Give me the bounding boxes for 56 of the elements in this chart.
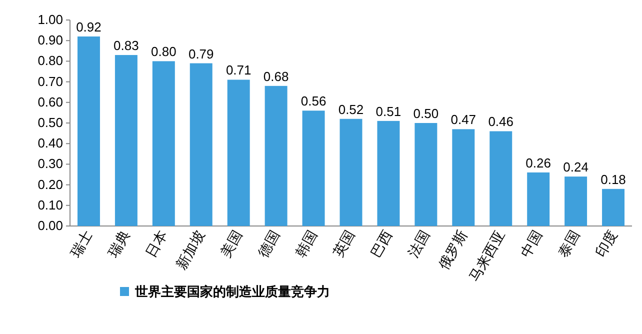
x-tick-label: 韩国 [292,228,320,260]
y-tick-label: 0.40 [38,136,63,151]
x-tick-label: 瑞典 [104,228,133,260]
data-label: 0.26 [526,155,551,170]
bar [227,80,250,226]
bar [564,176,588,226]
bar [377,120,400,226]
data-label: 0.71 [226,62,252,78]
bar [527,172,550,226]
data-label: 0.46 [488,114,514,130]
data-label: 0.79 [188,46,214,62]
bar [114,55,138,226]
bar [264,86,288,226]
y-tick-label: 0.60 [38,94,63,110]
bar [490,131,512,226]
data-label: 0.68 [263,68,289,84]
y-tick-label: 0.30 [38,156,63,172]
x-tick-label: 巴西 [367,228,396,260]
x-tick-label: 瑞士 [67,228,96,260]
x-tick-label: 泰国 [554,228,582,260]
data-label: 0.80 [151,44,176,60]
bar [152,61,175,226]
bar [414,123,438,226]
x-tick-label: 法国 [404,228,433,260]
legend-label: 世界主要国家的制造业质量竞争力 [134,284,330,299]
x-tick-label: 中国 [517,228,545,260]
bar [340,118,362,226]
x-tick-label: 英国 [330,228,358,260]
y-tick-label: 1.00 [38,12,63,27]
data-label: 0.47 [450,112,476,128]
data-label: 0.92 [76,19,102,34]
data-label: 0.56 [300,94,326,109]
bar [302,110,325,226]
x-tick-label: 新加坡 [172,228,208,272]
y-tick-label: 0.90 [38,32,63,48]
bar [190,63,212,226]
y-tick-label: 0.80 [38,53,63,68]
bar [602,188,625,226]
x-tick-label: 德国 [254,228,283,260]
y-tick-label: 0.50 [38,115,63,130]
data-label: 0.24 [563,160,588,175]
bar [452,129,475,226]
data-label: 0.51 [376,104,402,119]
x-tick-label: 日本 [142,228,170,260]
data-label: 0.50 [413,106,439,121]
y-tick-label: 0.10 [38,197,63,212]
y-tick-label: 0.00 [38,218,63,233]
data-label: 0.83 [114,38,139,54]
data-label: 0.18 [600,172,626,187]
x-tick-label: 美国 [217,228,246,260]
y-tick-label: 0.20 [38,176,63,192]
bar [77,36,100,226]
x-tick-label: 俄罗斯 [435,228,470,272]
y-tick-label: 0.70 [38,74,63,89]
data-label: 0.52 [338,102,364,117]
x-tick-label: 印度 [592,228,620,260]
